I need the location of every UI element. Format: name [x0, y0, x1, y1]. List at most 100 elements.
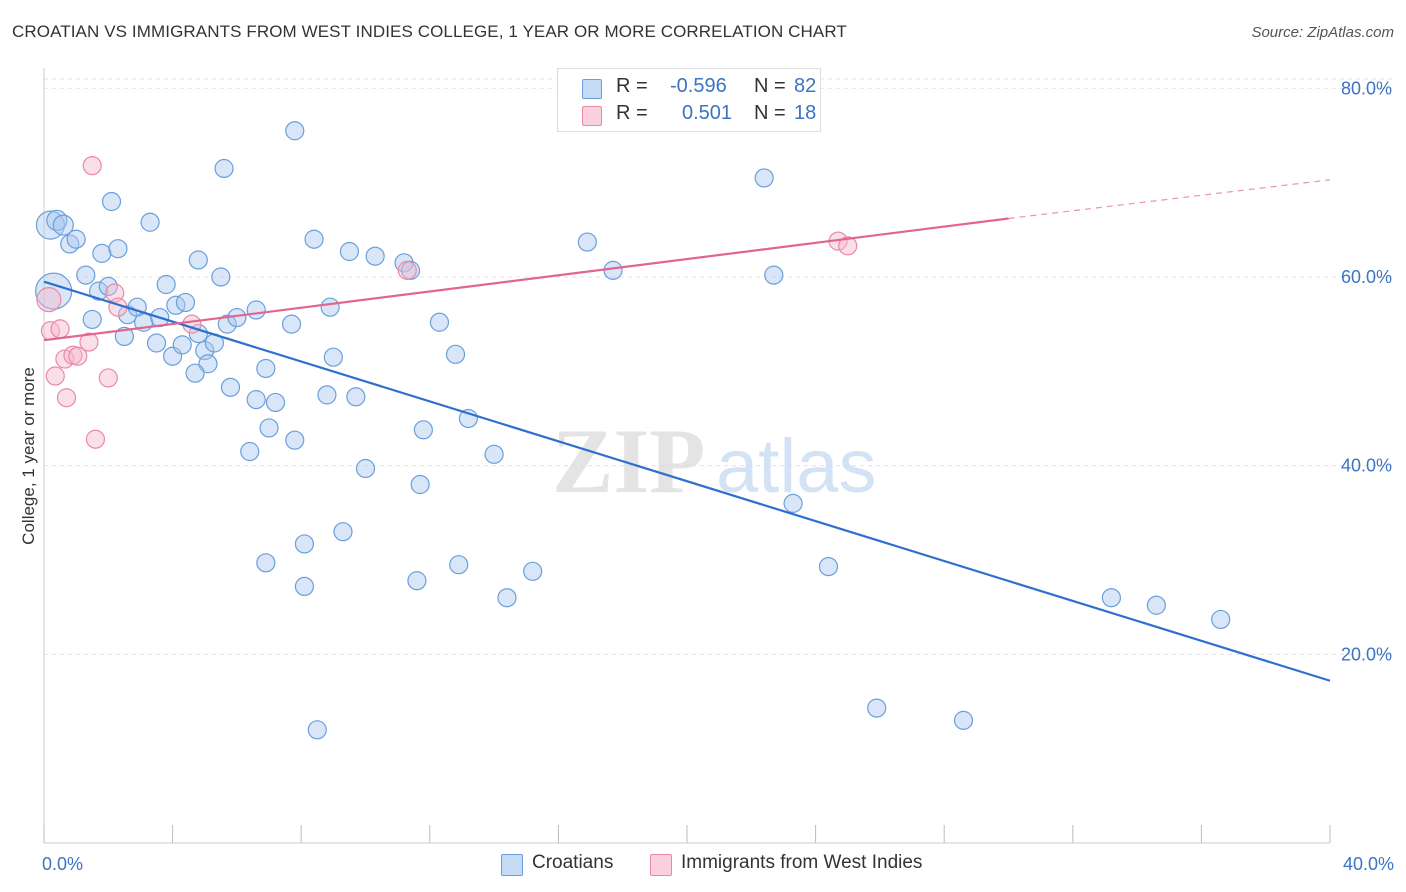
point-croatians	[764, 265, 784, 285]
stats-legend: R = -0.596 N = 82 R = 0.501 N = 18	[557, 68, 821, 132]
point-croatians	[281, 314, 302, 334]
point-croatians	[101, 191, 122, 212]
point-croatians	[89, 281, 109, 301]
point-croatians	[429, 312, 450, 332]
point-croatians	[198, 354, 218, 374]
point-croatians	[577, 232, 597, 252]
point-croatians	[497, 588, 517, 608]
legend-r-value: 0.501	[682, 102, 733, 124]
point-croatians	[92, 243, 112, 263]
point-croatians	[117, 305, 138, 325]
point-croatians	[175, 292, 196, 313]
point-croatians	[445, 344, 466, 364]
point-croatians	[285, 430, 305, 450]
point-croatians	[410, 474, 430, 495]
point-croatians	[1101, 588, 1121, 608]
legend-n-label: N =	[754, 102, 786, 124]
legend-r-label: R =	[616, 102, 648, 124]
trend-line-west-indies	[43, 217, 1009, 342]
point-croatians	[188, 250, 208, 270]
point-croatians	[265, 392, 286, 413]
point-croatians	[294, 534, 315, 554]
point-croatians	[256, 358, 276, 379]
point-west-indies	[85, 429, 106, 449]
tick-labels: 20.0% 40.0% 60.0% 80.0% 0.0% 40.0%	[42, 78, 1394, 874]
point-west-indies	[56, 388, 77, 408]
point-croatians	[407, 571, 427, 591]
point-croatians	[146, 333, 167, 353]
chart-title: CROATIAN VS IMMIGRANTS FROM WEST INDIES …	[12, 22, 847, 41]
legend-r-label: R =	[616, 75, 648, 97]
bottom-legend-label-west-indies: Immigrants from West Indies	[681, 852, 923, 873]
point-west-indies	[79, 332, 99, 352]
legend-swatch-west-indies	[582, 106, 602, 126]
bottom-legend-label-croatians: Croatians	[532, 852, 614, 873]
y-tick-label: 40.0%	[1341, 456, 1392, 476]
point-croatians	[307, 720, 327, 740]
point-croatians	[217, 314, 237, 334]
point-croatians	[294, 576, 315, 597]
trend-line-extension-west-indies	[1008, 179, 1331, 220]
point-west-indies	[68, 346, 88, 366]
point-croatians	[82, 309, 102, 330]
point-west-indies	[397, 260, 417, 280]
grid-lines	[44, 78, 1392, 655]
point-croatians	[35, 210, 66, 240]
point-croatians	[413, 420, 433, 440]
point-croatians	[355, 458, 376, 479]
point-west-indies	[98, 368, 118, 388]
data-points	[35, 121, 1231, 740]
point-croatians	[256, 553, 276, 573]
point-croatians	[66, 229, 86, 249]
point-croatians	[818, 556, 839, 577]
point-croatians	[484, 444, 504, 464]
point-croatians	[449, 555, 469, 575]
axes	[43, 68, 1331, 844]
point-croatians	[140, 212, 160, 232]
point-west-indies	[105, 283, 125, 303]
point-croatians	[317, 385, 337, 405]
point-croatians	[339, 241, 360, 262]
bottom-legend-swatch-west-indies	[650, 854, 672, 876]
point-west-indies	[838, 236, 858, 256]
point-croatians	[285, 121, 305, 141]
y-axis-label: College, 1 year or more	[19, 367, 38, 545]
point-croatians	[114, 326, 134, 347]
point-croatians	[867, 698, 887, 718]
point-croatians	[246, 300, 266, 320]
point-croatians	[323, 347, 343, 367]
point-croatians	[346, 387, 366, 407]
point-croatians	[754, 168, 774, 188]
point-croatians	[214, 158, 234, 179]
point-croatians	[52, 214, 74, 236]
trend-line-croatians	[43, 280, 1331, 682]
x-tick-label: 40.0%	[1343, 854, 1394, 874]
point-croatians	[1211, 609, 1231, 630]
watermark-zip: ZIP	[552, 410, 705, 512]
point-west-indies	[50, 319, 70, 339]
point-croatians	[365, 246, 385, 266]
y-tick-label: 60.0%	[1341, 267, 1392, 287]
point-croatians	[523, 561, 543, 581]
point-croatians	[172, 335, 192, 355]
point-west-indies	[45, 366, 65, 386]
legend-n-value: 82	[794, 75, 817, 97]
legend-r-value: -0.596	[670, 75, 727, 97]
point-croatians	[156, 274, 176, 295]
source-credit: Source: ZipAtlas.com	[1251, 24, 1394, 41]
point-croatians	[76, 265, 96, 285]
point-croatians	[1146, 595, 1166, 615]
point-croatians	[333, 522, 353, 542]
point-croatians	[240, 441, 260, 462]
point-croatians	[108, 239, 128, 259]
legend-swatch-croatians	[582, 79, 602, 99]
point-croatians	[783, 493, 803, 513]
point-croatians	[953, 710, 974, 730]
x-tick-label: 0.0%	[42, 854, 83, 874]
point-croatians	[211, 267, 231, 287]
bottom-legend-swatch-croatians	[501, 854, 523, 876]
y-tick-label: 80.0%	[1341, 78, 1392, 98]
legend-n-label: N =	[754, 75, 786, 97]
point-croatians	[220, 377, 241, 397]
